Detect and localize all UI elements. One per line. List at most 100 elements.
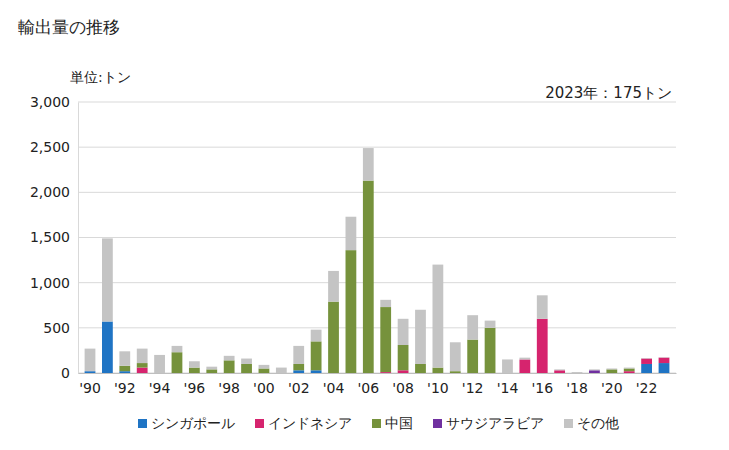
bar (224, 356, 235, 361)
bar (398, 345, 409, 370)
x-tick-label: '22 (636, 380, 658, 396)
bar (659, 357, 670, 358)
x-tick-label: '10 (427, 380, 449, 396)
legend-swatch (433, 419, 442, 428)
grid-line (78, 147, 676, 148)
y-tick-label: 2,500 (30, 139, 70, 155)
legend-label: サウジアラビア (446, 415, 544, 431)
x-tick-label: '00 (253, 380, 275, 396)
legend-swatch (564, 419, 573, 428)
bar (346, 250, 357, 373)
x-tick-label: '14 (497, 380, 519, 396)
bar (189, 368, 200, 373)
bar (311, 341, 322, 370)
title: 輸出量の推移 (18, 17, 120, 37)
x-tick: '10 (427, 373, 449, 396)
grid (78, 102, 676, 373)
x-tick: '20 (601, 373, 623, 396)
bar (172, 352, 183, 373)
bar (432, 265, 443, 368)
x-axis: '90'92'94'96'98'00'02'04'06'08'10'12'14'… (79, 373, 677, 396)
bar (380, 300, 391, 307)
x-tick-label: '98 (218, 380, 240, 396)
y-tick: 1,500 (30, 229, 78, 245)
bar (485, 328, 496, 373)
bar (137, 368, 148, 373)
bar (398, 370, 409, 373)
bar (119, 351, 130, 365)
bar (224, 360, 235, 373)
x-tick-label: '04 (323, 380, 345, 396)
y-tick-label: 1,500 (30, 229, 70, 245)
series (85, 148, 670, 373)
y-tick-label: 1,000 (30, 275, 70, 291)
legend-label: 中国 (385, 415, 413, 431)
y-axis: 05001,0001,5002,0002,5003,000 (30, 94, 79, 381)
bar (554, 370, 565, 373)
bar (432, 368, 443, 373)
bar (502, 359, 513, 373)
bar (519, 358, 530, 360)
bars (85, 148, 670, 373)
bar (659, 357, 670, 358)
bar (572, 373, 583, 374)
bar (537, 295, 548, 318)
x-tick-label: '16 (531, 380, 553, 396)
x-tick: '96 (184, 373, 206, 396)
bar (363, 148, 374, 181)
x-tick: '18 (566, 373, 588, 396)
series (119, 181, 634, 373)
bar (659, 363, 670, 373)
bar (537, 319, 548, 373)
y-tick: 0 (61, 365, 78, 381)
y-label: 単位:トン (70, 69, 131, 85)
x-tick-label: '96 (184, 380, 206, 396)
legend-item: 中国 (372, 415, 413, 431)
x-tick: '94 (149, 373, 171, 396)
y-tick-label: 500 (43, 320, 70, 336)
y-tick-label: 3,000 (30, 94, 70, 110)
bar (346, 217, 357, 250)
grid-line (78, 373, 676, 374)
bar (189, 361, 200, 367)
bar (641, 358, 652, 359)
bar (572, 373, 583, 374)
bar (293, 364, 304, 370)
grid-line (78, 237, 676, 238)
y-tick: 500 (43, 320, 78, 336)
legend-item: その他 (564, 415, 619, 431)
bar (293, 370, 304, 373)
x-tick-label: '20 (601, 380, 623, 396)
bar (380, 373, 391, 374)
bar (241, 359, 252, 364)
bar (293, 346, 304, 364)
bar (572, 373, 583, 374)
y-axis-line (78, 103, 79, 374)
x-tick: '16 (531, 373, 553, 396)
x-axis-line (79, 373, 677, 374)
x-tick: '12 (462, 373, 484, 396)
x-tick: '06 (357, 373, 379, 396)
bar (172, 346, 183, 352)
bar (467, 315, 478, 339)
bar (311, 370, 322, 373)
legend-swatch (255, 419, 264, 428)
bar (450, 371, 461, 373)
x-tick-label: '08 (392, 380, 414, 396)
bar (606, 369, 617, 370)
bar (363, 181, 374, 373)
bar (119, 366, 130, 371)
bar (206, 367, 217, 370)
bar (102, 322, 113, 373)
bar (554, 370, 565, 371)
x-tick: '08 (392, 373, 414, 396)
bar (154, 355, 165, 373)
grid-line (78, 327, 676, 328)
bar (624, 368, 635, 371)
bar (606, 368, 617, 370)
bar (119, 371, 130, 373)
legend-swatch (372, 419, 381, 428)
x-tick: '22 (636, 373, 658, 396)
bar (259, 365, 270, 369)
bar (259, 368, 270, 373)
